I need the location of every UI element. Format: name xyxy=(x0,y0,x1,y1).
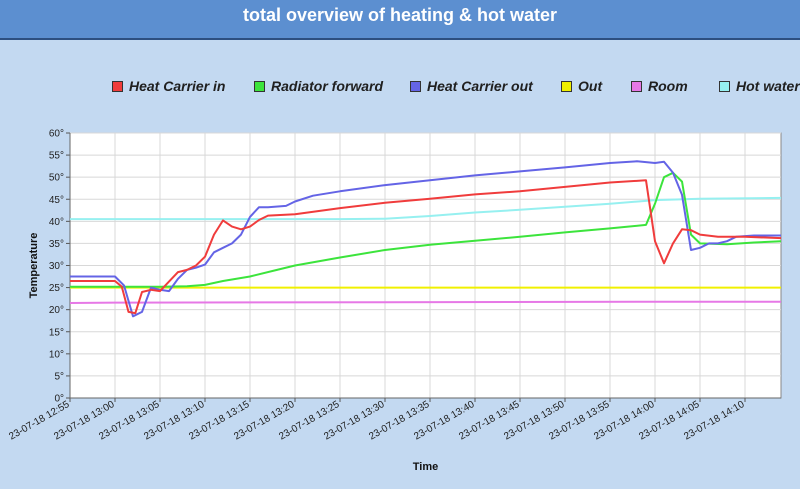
legend-item-hot-water[interactable]: Hot water xyxy=(719,76,800,96)
y-tick-label: 45° xyxy=(49,195,64,206)
y-tick-label: 25° xyxy=(49,283,64,294)
y-tick-label: 40° xyxy=(49,217,64,228)
legend-item-room[interactable]: Room xyxy=(631,76,688,96)
y-tick-label: 30° xyxy=(49,261,64,272)
legend-swatch-out xyxy=(561,80,572,92)
y-tick-label: 20° xyxy=(49,305,64,316)
legend-label-radiator-forward: Radiator forward xyxy=(271,78,384,94)
y-tick-label: 10° xyxy=(49,349,64,360)
legend-swatch-heat-carrier-in xyxy=(112,80,123,92)
legend-label-hot-water: Hot water xyxy=(736,78,800,94)
series-line-radiator-forward xyxy=(70,171,782,288)
y-tick-label: 55° xyxy=(49,151,64,162)
legend-item-radiator-forward[interactable]: Radiator forward xyxy=(254,76,383,96)
legend-item-heat-carrier-out[interactable]: Heat Carrier out xyxy=(410,76,533,96)
y-tick-label: 60° xyxy=(49,129,64,140)
y-tick-label: 50° xyxy=(49,173,64,184)
chart-legend: Heat Carrier in Radiator forward Heat Ca… xyxy=(0,76,800,98)
y-tick-label: 0° xyxy=(54,394,64,405)
series-line-heat-carrier-in xyxy=(70,179,782,315)
series-line-room xyxy=(69,300,781,304)
legend-label-out: Out xyxy=(578,78,603,94)
legend-item-out[interactable]: Out xyxy=(561,76,602,96)
x-axis-title: Time xyxy=(413,461,438,473)
legend-swatch-heat-carrier-out xyxy=(410,80,421,92)
series-line-hot-water xyxy=(70,196,782,221)
y-tick-label: 15° xyxy=(49,327,64,338)
legend-item-heat-carrier-in[interactable]: Heat Carrier in xyxy=(112,76,225,96)
y-tick-label: 35° xyxy=(49,239,64,250)
chart-title-bar: total overview of heating & hot water xyxy=(0,0,800,40)
series-line-heat-carrier-out xyxy=(70,160,781,318)
y-tick-label: 5° xyxy=(54,371,64,382)
legend-label-room: Room xyxy=(648,78,688,94)
legend-label-heat-carrier-out: Heat Carrier out xyxy=(427,78,533,94)
legend-label-heat-carrier-in: Heat Carrier in xyxy=(129,78,226,94)
legend-swatch-hot-water xyxy=(719,80,730,92)
legend-swatch-room xyxy=(631,80,642,92)
y-axis-title: Temperature xyxy=(28,233,40,299)
page-title: total overview of heating & hot water xyxy=(242,5,558,25)
legend-swatch-radiator-forward xyxy=(254,80,265,92)
